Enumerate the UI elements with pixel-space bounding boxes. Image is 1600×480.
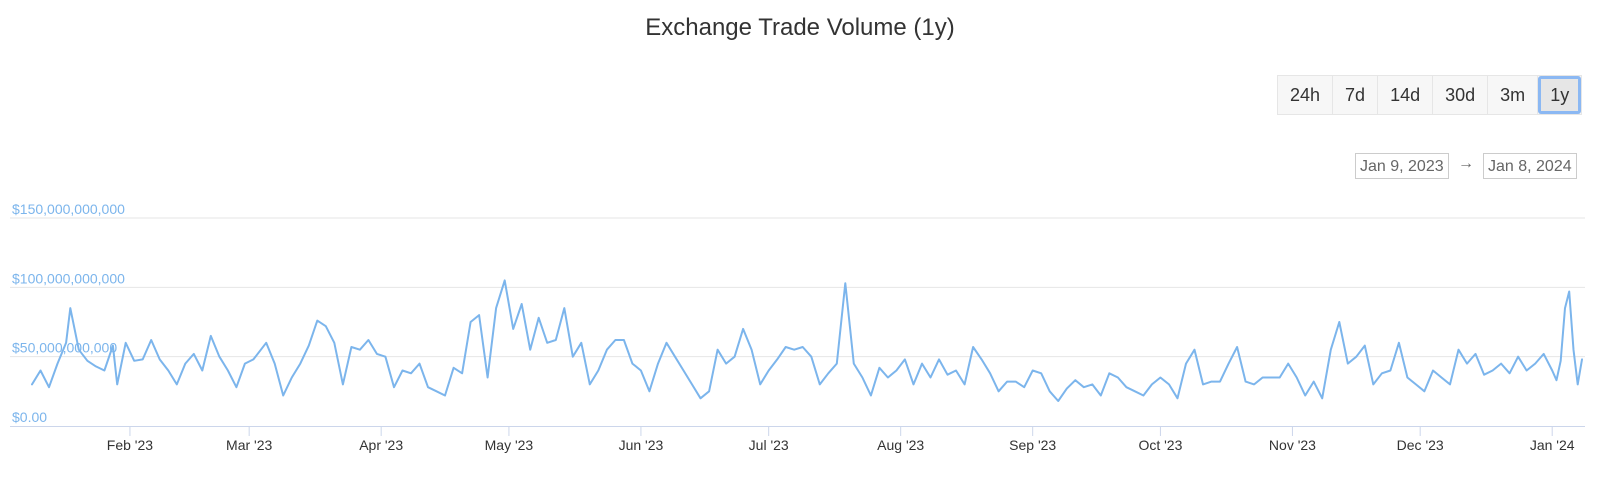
date-from-input[interactable]: Jan 9, 2023 [1355,153,1449,179]
x-tick-label: Jul '23 [749,437,789,453]
y-tick-label: $0.00 [12,409,47,425]
x-tick-label: Dec '23 [1397,437,1444,453]
range-button-7d[interactable]: 7d [1333,76,1379,114]
y-tick-label: $50,000,000,000 [12,340,117,356]
range-button-24h[interactable]: 24h [1278,76,1334,114]
y-tick-label: $150,000,000,000 [12,201,125,217]
x-tick-label: Apr '23 [359,437,403,453]
x-tick-label: Nov '23 [1269,437,1316,453]
x-tick-label: Aug '23 [877,437,924,453]
x-tick-label: Sep '23 [1009,437,1056,453]
x-tick-label: Jun '23 [619,437,664,453]
x-tick-label: May '23 [485,437,534,453]
range-button-3m[interactable]: 3m [1488,76,1539,114]
range-selector: 24h 7d 14d 30d 3m 1y [1277,75,1583,115]
x-tick-label: Mar '23 [226,437,272,453]
range-button-14d[interactable]: 14d [1378,76,1434,114]
range-button-30d[interactable]: 30d [1433,76,1489,114]
y-tick-label: $100,000,000,000 [12,270,125,286]
series-line [31,279,1583,402]
x-tick-label: Feb '23 [107,437,153,453]
date-to-input[interactable]: Jan 8, 2024 [1483,153,1577,179]
chart-title: Exchange Trade Volume (1y) [645,14,955,41]
range-button-1y[interactable]: 1y [1538,76,1582,114]
x-tick-label: Oct '23 [1138,437,1182,453]
x-tick-label: Jan '24 [1530,437,1575,453]
arrow-right-icon: → [1458,155,1474,172]
